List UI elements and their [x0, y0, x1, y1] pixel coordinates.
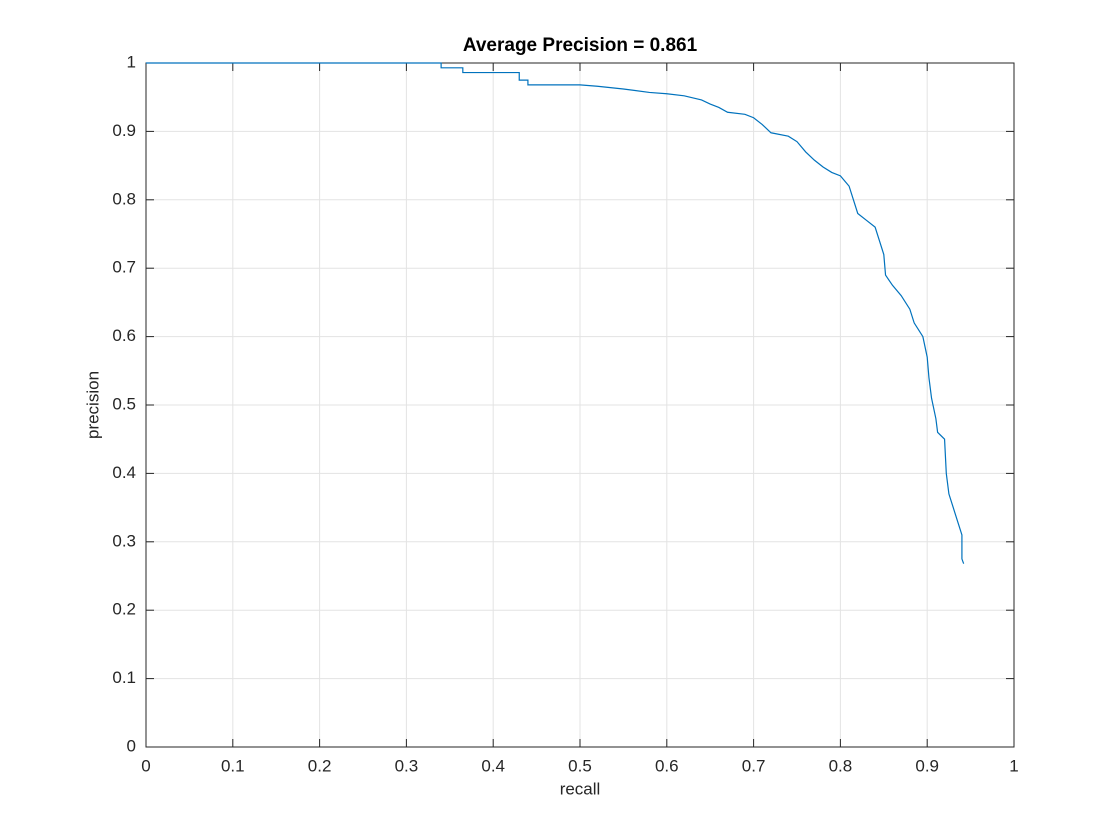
y-tick-label: 0.4	[112, 463, 136, 482]
y-tick-label: 0.3	[112, 531, 136, 550]
y-tick-label: 0.6	[112, 326, 136, 345]
x-tick-label: 0.1	[221, 756, 245, 775]
x-tick-label: 0.5	[568, 756, 592, 775]
y-tick-label: 0.7	[112, 258, 136, 277]
x-axis-label: recall	[560, 779, 601, 798]
axes-box	[145, 62, 1015, 748]
y-tick-label: 0.9	[112, 121, 136, 140]
y-tick-label: 0.8	[112, 189, 136, 208]
x-tick-label: 0.4	[481, 756, 505, 775]
x-tick-label: 0	[141, 756, 150, 775]
chart-title: Average Precision = 0.861	[463, 35, 698, 56]
pr-curve	[146, 62, 965, 564]
x-tick-label: 0.8	[829, 756, 853, 775]
x-tick-label: 0.7	[742, 756, 766, 775]
x-tick-label: 0.6	[655, 756, 679, 775]
x-tick-label: 0.9	[915, 756, 939, 775]
y-tick-label: 0.5	[112, 394, 136, 413]
y-axis-label: precision	[83, 371, 102, 439]
y-tick-label: 0.2	[112, 600, 136, 619]
y-tick-label: 1	[127, 52, 136, 71]
y-tick-label: 0	[127, 736, 136, 755]
x-tick-label: 1	[1009, 756, 1018, 775]
x-tick-label: 0.3	[395, 756, 419, 775]
y-tick-label: 0.1	[112, 668, 136, 687]
x-tick-label: 0.2	[308, 756, 332, 775]
